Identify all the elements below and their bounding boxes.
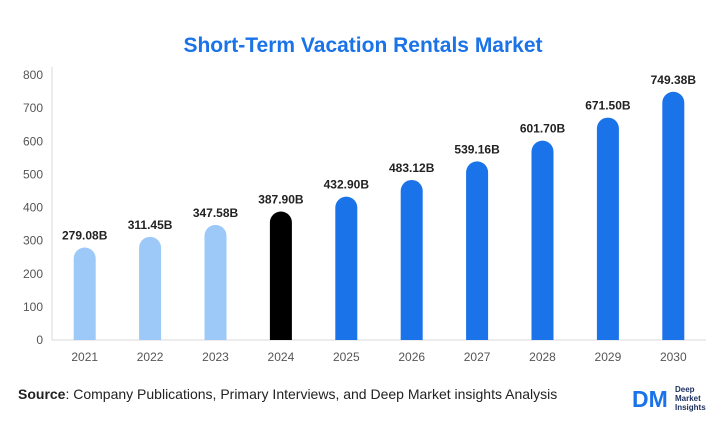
chart-title: Short-Term Vacation Rentals Market <box>183 34 543 57</box>
bar-2028 <box>531 140 554 340</box>
logo-mark-text: DM <box>632 386 668 411</box>
logo-line-2: Market <box>675 394 701 403</box>
x-tick-label-2029: 2029 <box>595 350 622 364</box>
bar-2022 <box>139 236 162 340</box>
x-tick-label-2028: 2028 <box>529 350 556 364</box>
y-tick-label: 400 <box>23 201 43 215</box>
bar-2027 <box>466 161 489 340</box>
value-label-2022: 311.45B <box>128 218 173 232</box>
y-axis: 0 100 200 300 400 500 600 700 800 <box>23 67 53 347</box>
logo-line-3: Insights <box>675 403 706 412</box>
x-tick-label-2025: 2025 <box>333 350 360 364</box>
x-tick-label-2030: 2030 <box>660 350 687 364</box>
x-tick-label-2023: 2023 <box>202 350 229 364</box>
y-tick-label: 700 <box>23 101 43 115</box>
value-label-2027: 539.16B <box>454 142 500 156</box>
value-label-2025: 432.90B <box>324 178 370 192</box>
logo-wordmark: Deep Market Insights <box>675 385 706 412</box>
bar-2025 <box>335 196 358 340</box>
value-label-2023: 347.58B <box>193 206 239 220</box>
value-label-2021: 279.08B <box>62 229 108 243</box>
dm-logo-icon: DM <box>632 386 668 411</box>
value-label-2029: 671.50B <box>585 99 631 113</box>
value-label-2030: 749.38B <box>651 73 697 87</box>
x-tick-label-2021: 2021 <box>71 350 98 364</box>
bar-2030 <box>662 91 685 340</box>
y-tick-label: 600 <box>23 134 43 148</box>
x-axis: 2021 2022 2023 2024 2025 2026 2027 2028 2029 2030 <box>52 339 706 364</box>
source-text: : Company Publications, Primary Intervie… <box>65 386 558 402</box>
y-tick-label: 100 <box>23 300 43 314</box>
x-tick-label-2024: 2024 <box>268 350 295 364</box>
logo-line-1: Deep <box>675 385 695 394</box>
value-label-2024: 387.90B <box>258 193 304 207</box>
y-tick-label: 800 <box>23 68 43 82</box>
y-tick-label: 0 <box>36 333 43 347</box>
bar-2021 <box>73 247 96 340</box>
y-tick-label: 500 <box>23 167 43 181</box>
x-tick-label-2027: 2027 <box>464 350 491 364</box>
bars <box>73 91 685 340</box>
source-label: Source <box>18 386 66 402</box>
value-label-2026: 483.12B <box>389 161 435 175</box>
bar-2024 <box>269 211 292 340</box>
bar-2023 <box>204 224 227 340</box>
x-tick-label-2026: 2026 <box>398 350 425 364</box>
value-label-2028: 601.70B <box>520 122 566 136</box>
y-tick-label: 300 <box>23 234 43 248</box>
bar-2029 <box>596 117 619 340</box>
bar-2026 <box>400 179 423 340</box>
company-logo: DM Deep Market Insights <box>630 385 720 415</box>
source-note: Source: Company Publications, Primary In… <box>18 386 557 402</box>
x-tick-label-2022: 2022 <box>137 350 164 364</box>
value-labels: 279.08B 311.45B 347.58B 387.90B 432.90B 483.1… <box>62 73 696 243</box>
y-tick-label: 200 <box>23 267 43 281</box>
